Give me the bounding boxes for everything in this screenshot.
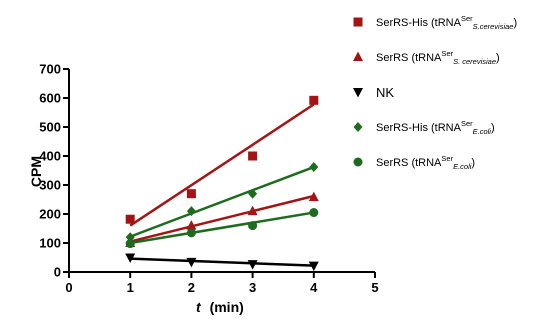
data-points (125, 95, 319, 272)
data-point-series-0 (186, 189, 196, 199)
data-point-series-2 (186, 257, 197, 268)
x-axis-label-var: t (196, 299, 202, 315)
y-tick-label: 0 (54, 265, 61, 280)
y-axis-label: CPM (28, 156, 44, 187)
legend-label-series-3: SerRS-His (tRNASerE.coli) (376, 119, 495, 136)
legend-marker-series-0 (353, 17, 363, 27)
fit-line-series-0 (129, 103, 315, 227)
data-point-series-0 (248, 151, 258, 161)
data-point-series-0 (309, 95, 319, 105)
y-tick-label: 600 (39, 91, 61, 106)
fit-line-series-3 (129, 165, 315, 238)
data-point-series-4 (248, 221, 258, 231)
data-point-series-1 (186, 220, 197, 230)
fit-line-series-2 (130, 257, 314, 267)
data-point-series-4 (125, 239, 135, 249)
legend-marker-series-2 (353, 88, 363, 98)
x-tick-label: 5 (371, 280, 378, 295)
y-tick-label: 400 (39, 149, 61, 164)
y-tick-label: 300 (39, 178, 61, 193)
y-tick-label: 500 (39, 120, 61, 135)
legend: SerRS-His (tRNASerS.cerevisiae) SerRS (tR… (353, 14, 517, 171)
x-axis-label-unit: (min) (210, 299, 244, 315)
y-tick-label: 100 (39, 236, 61, 251)
data-point-series-2 (247, 260, 258, 270)
data-point-series-3 (186, 206, 196, 217)
data-point-series-3 (248, 188, 258, 199)
legend-label-series-1: SerRS (tRNASerS. cerevisiae) (376, 49, 500, 66)
fit-line-series-4 (129, 211, 315, 245)
legend-marker-series-1 (353, 51, 363, 61)
legend-label-series-2: NK (376, 85, 394, 100)
data-point-series-2 (125, 253, 136, 263)
x-tick-label: 1 (127, 280, 134, 295)
x-axis-label: t (min) (196, 299, 244, 315)
y-tick-label: 700 (39, 62, 61, 77)
legend-label-series-0: SerRS-His (tRNASerS.cerevisiae) (376, 14, 517, 31)
x-tick-label: 2 (188, 280, 195, 295)
legend-label-series-4: SerRS (tRNASerE.coli) (376, 154, 475, 171)
data-point-series-0 (125, 214, 135, 224)
fit-line-series-1 (129, 194, 315, 243)
data-point-series-3 (309, 162, 319, 173)
data-point-series-1 (247, 205, 258, 216)
y-tick-label: 200 (39, 207, 61, 222)
x-tick-label: 0 (65, 280, 72, 295)
axes: 0 1 2 3 4 5 0 100 200 300 400 500 600 700 (39, 62, 378, 296)
data-point-series-4 (309, 208, 319, 218)
legend-marker-series-4 (353, 157, 363, 167)
legend-marker-series-3 (353, 122, 363, 132)
data-point-series-4 (186, 228, 196, 238)
data-point-series-1 (308, 191, 319, 202)
fit-lines (129, 103, 315, 267)
x-tick-label: 4 (310, 280, 318, 295)
data-point-series-2 (308, 261, 319, 272)
x-tick-label: 3 (249, 280, 256, 295)
